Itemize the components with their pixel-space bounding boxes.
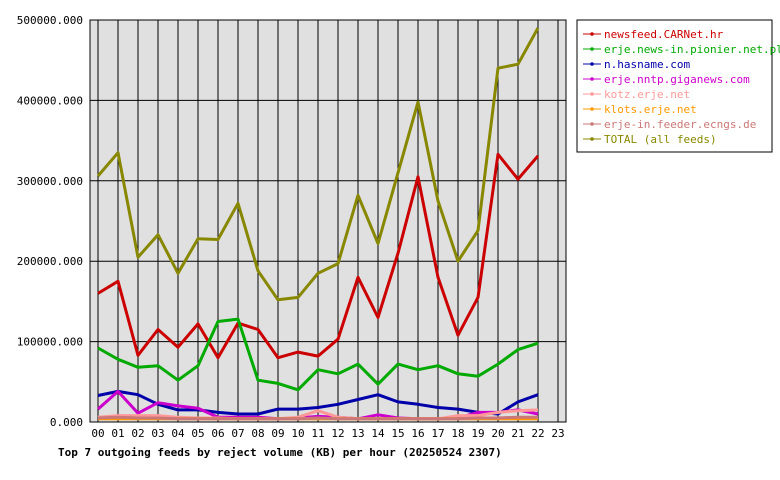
series-line — [97, 389, 539, 416]
x-tick-label: 14 — [371, 427, 385, 440]
chart-title: Top 7 outgoing feeds by reject volume (K… — [58, 446, 502, 459]
x-tick-label: 08 — [251, 427, 264, 440]
legend-marker — [590, 77, 594, 81]
y-tick-label: 0.000 — [50, 416, 83, 429]
series-line — [97, 408, 539, 421]
x-tick-label: 01 — [111, 427, 124, 440]
y-tick-label: 300000.000 — [17, 175, 83, 188]
y-tick-labels: 0.000 100000.000 200000.000 300000.000 40000… — [17, 14, 83, 429]
x-tick-label: 19 — [471, 427, 484, 440]
legend-label: kotz.erje.net — [604, 88, 690, 101]
legend-marker — [590, 47, 594, 51]
legend-label: TOTAL (all feeds) — [604, 133, 717, 146]
plot-background — [90, 20, 566, 422]
x-tick-label: 23 — [551, 427, 564, 440]
x-tick-label: 13 — [351, 427, 364, 440]
x-tick-label: 18 — [451, 427, 464, 440]
y-tick-label: 400000.000 — [17, 94, 83, 107]
legend-marker — [590, 62, 594, 66]
legend-label: n.hasname.com — [604, 58, 690, 71]
legend-marker — [590, 137, 594, 141]
x-tick-label: 09 — [271, 427, 284, 440]
x-tick-label: 07 — [231, 427, 244, 440]
legend-marker — [590, 32, 594, 36]
y-tick-label: 500000.000 — [17, 14, 83, 27]
x-tick-label: 16 — [411, 427, 424, 440]
x-tick-label: 03 — [151, 427, 164, 440]
legend-marker — [590, 107, 594, 111]
x-tick-labels: 00 01 02 03 04 05 06 07 08 09 10 11 12 13 14 15 16 17 18 19… — [91, 427, 564, 440]
legend-label: erje-in.feeder.ecngs.de — [604, 118, 756, 131]
x-tick-label: 22 — [531, 427, 544, 440]
series-lines — [96, 27, 540, 421]
plot-frame — [89, 19, 567, 423]
y-tick-label: 200000.000 — [17, 255, 83, 268]
legend-marker — [590, 92, 594, 96]
x-tick-label: 21 — [511, 427, 524, 440]
legend-box — [576, 19, 773, 153]
series-line — [97, 152, 540, 360]
series-line — [97, 317, 539, 392]
series-line — [97, 415, 538, 421]
x-tick-label: 17 — [431, 427, 444, 440]
x-tick-label: 02 — [131, 427, 144, 440]
x-tick-label: 12 — [331, 427, 344, 440]
legend-label: newsfeed.CARNet.hr — [604, 28, 724, 41]
legend-marker — [590, 122, 594, 126]
x-tick-label: 04 — [171, 427, 185, 440]
x-tick-label: 15 — [391, 427, 404, 440]
x-tick-label: 11 — [311, 427, 324, 440]
legend: newsfeed.CARNet.hr erje.news-in.pionier.n… — [576, 19, 780, 153]
legend-label: erje.nntp.giganews.com — [604, 73, 750, 86]
x-tick-label: 20 — [491, 427, 504, 440]
series-line — [96, 27, 540, 302]
x-tick-label: 05 — [191, 427, 204, 440]
legend-label: klots.erje.net — [604, 103, 697, 116]
x-tick-label: 10 — [291, 427, 304, 440]
y-tick-label: 100000.000 — [17, 336, 83, 349]
x-tick-label: 00 — [91, 427, 104, 440]
legend-label: erje.news-in.pionier.net.pl — [604, 43, 780, 56]
x-tick-label: 06 — [211, 427, 224, 440]
